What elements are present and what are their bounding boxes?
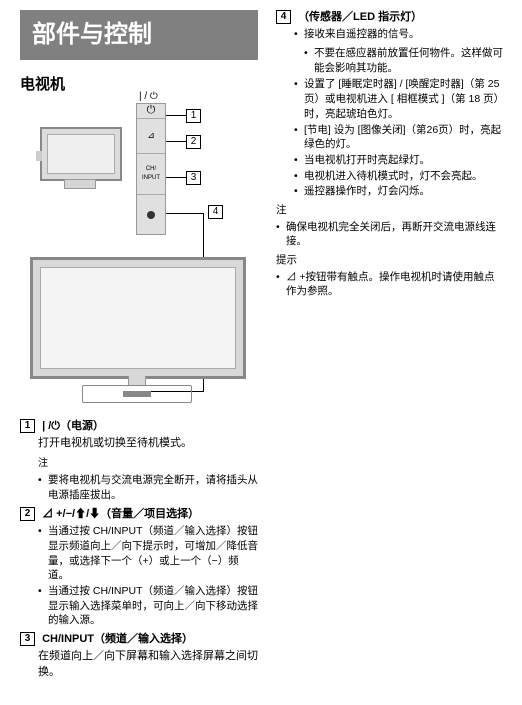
tv-diagram: | / ⏻ ⏻ ⊿ CH/ INPUT 1 2 3 4: [20, 103, 258, 399]
panel-power-button: ⏻: [137, 104, 165, 119]
large-tv-icon: [30, 257, 246, 379]
entry-3-number-box: 3: [20, 632, 35, 646]
entry-4-note-bullet-1: 确保电视机完全关闭后，再断开交流电源线连接。: [276, 220, 504, 249]
entry-1-number-box: 1: [20, 419, 35, 433]
entry-4-bullet-4: 当电视机打开时亮起绿灯。: [294, 153, 504, 168]
entry-4-bullet-2: 设置了 [睡眠定时器] / [唤醒定时器]（第 25 页）或电视机进入 [ 相框…: [294, 77, 504, 121]
callout-2: 2: [186, 135, 201, 149]
entry-4-heading: 4 （传感器／LED 指示灯）: [276, 10, 504, 25]
power-glyph-label: | / ⏻: [139, 90, 158, 104]
small-tv-icon: [40, 127, 122, 181]
callout-3: 3: [186, 171, 201, 185]
entry-1-title: | /⏻（电源）: [42, 420, 104, 432]
entry-4-hint-label: 提示: [276, 253, 504, 268]
entry-2-title: ⊿ +/−/⬆/⬇（音量／项目选择）: [42, 508, 199, 520]
tv-sensor-icon: [123, 391, 151, 397]
entry-4-bullet-5: 电视机进入待机模式时，灯不会亮起。: [294, 169, 504, 184]
page-title: 部件与控制: [20, 10, 258, 60]
entry-3-body: 在频道向上／向下屏幕和输入选择屏幕之间切换。: [38, 649, 258, 680]
panel-ch-input-button: CH/ INPUT: [137, 154, 165, 195]
side-control-panel: ⏻ ⊿ CH/ INPUT: [136, 103, 166, 235]
entry-4-title: （传感器／LED 指示灯）: [298, 11, 422, 23]
panel-volume-rocker: ⊿: [137, 119, 165, 154]
small-tv-stand-icon: [64, 179, 96, 189]
callout-4: 4: [208, 205, 223, 219]
entry-4-hint-bullet-1: ⊿ +按钮带有触点。操作电视机时请使用触点作为参照。: [276, 270, 504, 299]
entry-2-number-box: 2: [20, 507, 35, 521]
entry-1-heading: 1 | /⏻（电源）: [20, 419, 258, 434]
entry-1-note-label: 注: [38, 457, 258, 471]
entry-2-heading: 2 ⊿ +/−/⬆/⬇（音量／项目选择）: [20, 507, 258, 522]
entry-4-sub-bullet-1: 不要在感应器前放置任何物件。这样做可能会影响其功能。: [304, 46, 504, 75]
callout-1: 1: [186, 109, 201, 123]
entry-2-bullet-1: 当通过按 CH/INPUT（频道／输入选择）按钮显示频道向上／向下提示时，可增加…: [38, 524, 258, 583]
entry-1-note-bullet: 要将电视机与交流电源完全断开，请将插头从电源插座拔出。: [38, 473, 258, 502]
panel-sensor: [137, 195, 165, 235]
entry-4-note-label: 注: [276, 203, 504, 218]
entry-4-bullet-1: 接收来自遥控器的信号。: [294, 27, 504, 42]
entry-1-body: 打开电视机或切换至待机模式。: [38, 436, 258, 451]
entry-4-bullet-3: [节电] 设为 [图像关闭]（第26页）时，亮起绿色的灯。: [294, 123, 504, 152]
entry-3-heading: 3 CH/INPUT（频道／输入选择）: [20, 632, 258, 647]
entry-4-number-box: 4: [276, 10, 291, 24]
entry-2-bullet-2: 当通过按 CH/INPUT（频道／输入选择）按钮显示输入选择菜单时，可向上／向下…: [38, 584, 258, 628]
large-tv-stand-base: [82, 385, 192, 403]
entry-3-title: CH/INPUT（频道／输入选择）: [42, 633, 193, 645]
large-tv-stand-stem: [128, 376, 146, 385]
entry-4-bullet-6: 遥控器操作时，灯会闪烁。: [294, 184, 504, 199]
